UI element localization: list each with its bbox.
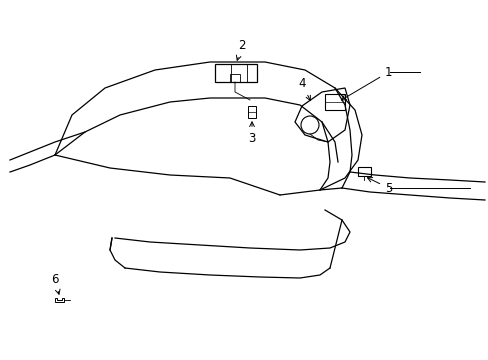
Bar	[325, 94, 345, 110]
Text: 6: 6	[51, 273, 60, 294]
Text: 3: 3	[248, 122, 255, 145]
Bar	[215, 64, 257, 82]
Text: 5: 5	[366, 177, 391, 194]
Text: 1: 1	[341, 66, 392, 100]
Text: 2: 2	[236, 39, 245, 60]
Bar	[229, 74, 240, 82]
Text: 4: 4	[298, 77, 310, 100]
Bar	[357, 167, 370, 176]
Bar	[247, 106, 256, 118]
